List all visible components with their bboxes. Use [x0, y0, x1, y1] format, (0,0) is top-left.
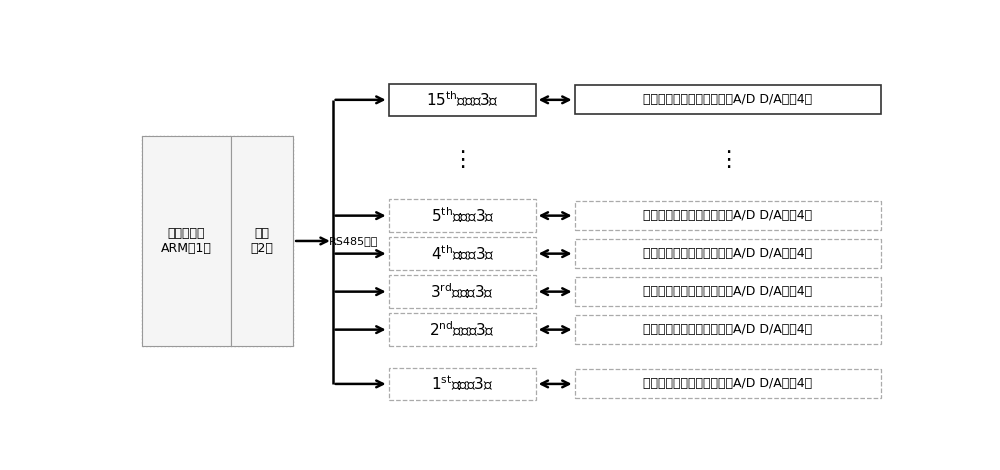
Text: 子板卡（输入、输出、轴、A/D D/A）（4）: 子板卡（输入、输出、轴、A/D D/A）（4）: [643, 285, 812, 298]
Text: 15$^{\mathregular{th}}$从站（3）: 15$^{\mathregular{th}}$从站（3）: [426, 90, 499, 110]
Text: 3$^{\mathregular{rd}}$从站（3）: 3$^{\mathregular{rd}}$从站（3）: [430, 282, 494, 301]
Text: RS485总线: RS485总线: [329, 236, 378, 246]
Bar: [574, 201, 881, 230]
Text: 5$^{\mathregular{th}}$从站（3）: 5$^{\mathregular{th}}$从站（3）: [431, 206, 494, 225]
Bar: [388, 84, 536, 116]
Text: 4$^{\mathregular{th}}$从站（3）: 4$^{\mathregular{th}}$从站（3）: [431, 244, 494, 263]
Bar: [231, 136, 293, 346]
Bar: [388, 313, 536, 346]
Bar: [142, 136, 231, 346]
Bar: [574, 315, 881, 344]
Bar: [574, 239, 881, 268]
Text: 子板卡（输入、输出、轴、A/D D/A）（4）: 子板卡（输入、输出、轴、A/D D/A）（4）: [643, 377, 812, 391]
Text: 2$^{\mathregular{nd}}$从站（3）: 2$^{\mathregular{nd}}$从站（3）: [429, 320, 495, 339]
Text: 子板卡（输入、输出、轴、A/D D/A）（4）: 子板卡（输入、输出、轴、A/D D/A）（4）: [643, 323, 812, 336]
Bar: [388, 275, 536, 308]
Bar: [574, 86, 881, 114]
Text: 子板卡（输入、输出、轴、A/D D/A）（4）: 子板卡（输入、输出、轴、A/D D/A）（4）: [643, 94, 812, 106]
Bar: [142, 136, 293, 346]
Bar: [388, 237, 536, 270]
Text: 子板卡（输入、输出、轴、A/D D/A）（4）: 子板卡（输入、输出、轴、A/D D/A）（4）: [643, 209, 812, 222]
Bar: [388, 199, 536, 232]
Text: ⋮: ⋮: [451, 149, 473, 170]
Text: 子板卡（输入、输出、轴、A/D D/A）（4）: 子板卡（输入、输出、轴、A/D D/A）（4）: [643, 247, 812, 260]
Text: 1$^{\mathregular{st}}$从站（3）: 1$^{\mathregular{st}}$从站（3）: [431, 374, 493, 394]
Text: 主站
（2）: 主站 （2）: [251, 227, 274, 255]
Bar: [388, 368, 536, 400]
Text: ⋮: ⋮: [717, 149, 739, 170]
Bar: [574, 369, 881, 399]
Text: 工控机核心
ARM（1）: 工控机核心 ARM（1）: [161, 227, 212, 255]
Bar: [574, 277, 881, 306]
